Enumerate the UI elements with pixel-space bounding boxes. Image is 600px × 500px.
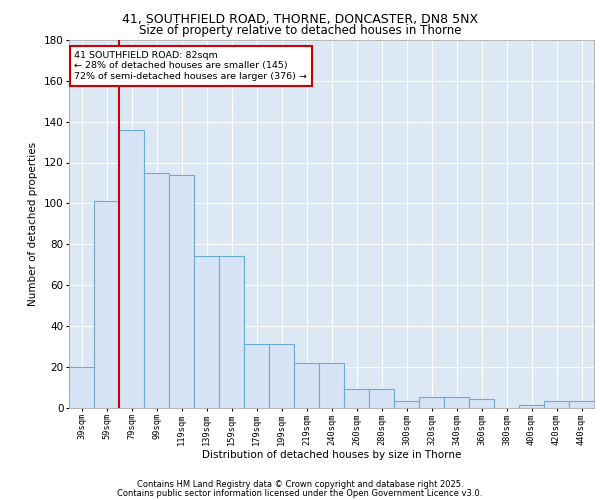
Bar (569, 402, 594, 407)
Bar (294, 362, 319, 408)
Bar (69, 366, 94, 408)
Bar (394, 402, 419, 407)
Bar (244, 344, 269, 408)
Text: Contains public sector information licensed under the Open Government Licence v3: Contains public sector information licen… (118, 488, 482, 498)
Bar (219, 256, 244, 408)
Bar (444, 398, 469, 407)
Bar (119, 130, 144, 407)
Bar (519, 406, 544, 407)
Bar (419, 398, 444, 407)
Bar (169, 175, 194, 408)
Bar (194, 256, 219, 408)
Bar (269, 344, 294, 408)
Text: 41, SOUTHFIELD ROAD, THORNE, DONCASTER, DN8 5NX: 41, SOUTHFIELD ROAD, THORNE, DONCASTER, … (122, 12, 478, 26)
Bar (144, 172, 169, 408)
Bar (94, 202, 119, 408)
Bar (344, 389, 369, 407)
Text: Contains HM Land Registry data © Crown copyright and database right 2025.: Contains HM Land Registry data © Crown c… (137, 480, 463, 489)
X-axis label: Distribution of detached houses by size in Thorne: Distribution of detached houses by size … (202, 450, 461, 460)
Bar (469, 400, 494, 407)
Bar (369, 389, 394, 407)
Text: 41 SOUTHFIELD ROAD: 82sqm
← 28% of detached houses are smaller (145)
72% of semi: 41 SOUTHFIELD ROAD: 82sqm ← 28% of detac… (74, 51, 307, 81)
Text: Size of property relative to detached houses in Thorne: Size of property relative to detached ho… (139, 24, 461, 37)
Bar (319, 362, 344, 408)
Bar (544, 402, 569, 407)
Y-axis label: Number of detached properties: Number of detached properties (28, 142, 38, 306)
